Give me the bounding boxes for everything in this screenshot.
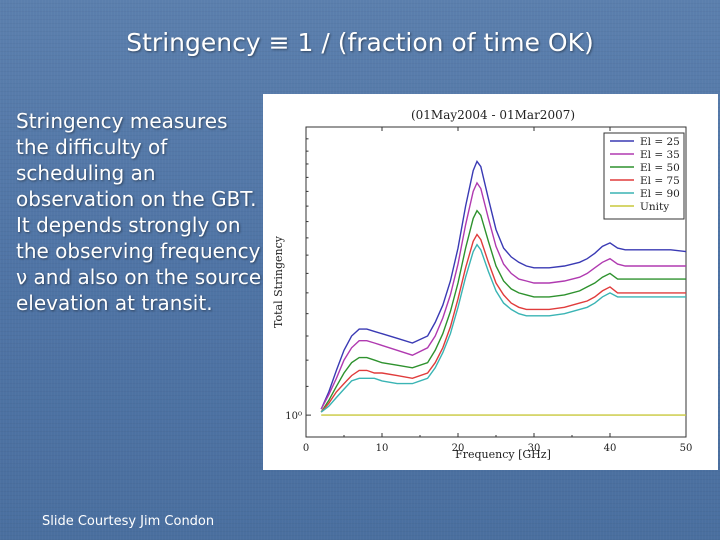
axis-ticks: 0 10 20 30 40 50 10⁰	[285, 127, 692, 454]
y-axis-label: Total Stringency	[272, 235, 285, 328]
x-tick-label: 50	[680, 443, 693, 454]
series-lines	[320, 159, 687, 416]
legend-box	[603, 132, 685, 220]
x-tick-label: 20	[452, 443, 465, 454]
x-tick-label: 30	[528, 443, 541, 454]
chart-title: (01May2004 - 01Mar2007)	[411, 108, 575, 122]
series-line-el-50	[320, 209, 686, 413]
x-tick-label: 40	[604, 443, 617, 454]
legend-label: El = 90	[640, 188, 680, 200]
stringency-chart: (01May2004 - 01Mar2007) 0 10 20 30 40 50 10⁰ E…	[272, 108, 692, 461]
series-line-el-35	[320, 181, 686, 410]
legend-label: El = 50	[640, 162, 680, 174]
legend-label: El = 75	[640, 175, 680, 187]
series-line-el-75	[320, 233, 686, 413]
legend-label: El = 25	[640, 136, 680, 148]
slide-body-text: Stringency measures the difficulty of sc…	[16, 109, 262, 315]
series-line-el-25	[320, 159, 687, 410]
slide-title: Stringency ≡ 1 / (fraction of time OK)	[126, 28, 594, 57]
chart-container: (01May2004 - 01Mar2007) 0 10 20 30 40 50 10⁰ E…	[263, 94, 718, 470]
x-tick-label: 10	[376, 443, 389, 454]
x-tick-label: 0	[303, 443, 309, 454]
slide-credit: Slide Courtesy Jim Condon	[42, 514, 215, 529]
series-line-el-90	[320, 243, 686, 413]
legend-label: Unity	[640, 201, 669, 213]
x-axis-label: Frequency [GHz]	[455, 448, 551, 461]
legend-label: El = 35	[640, 149, 680, 161]
y-tick-label: 10⁰	[285, 411, 302, 422]
